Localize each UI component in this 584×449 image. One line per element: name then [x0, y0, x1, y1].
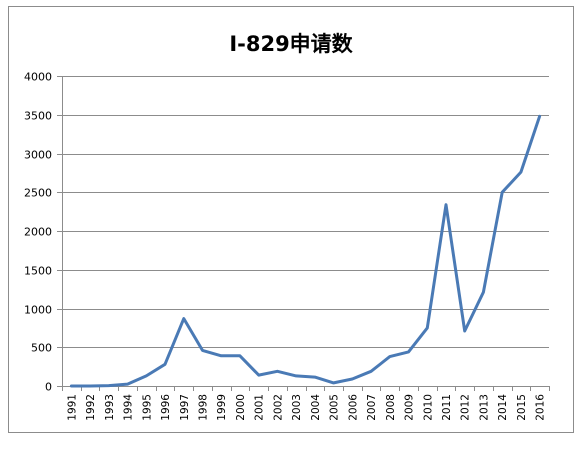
- y-tick-label: 1000: [24, 304, 52, 317]
- y-tick-label: 500: [31, 342, 52, 355]
- x-tick-label: 1994: [123, 394, 135, 421]
- x-tick-label: 1991: [66, 394, 78, 421]
- chart-title: I-829申请数: [229, 32, 353, 56]
- x-axis-ticks: 1991 1992 1993 1994 1995 1996 1997 1998 1999 2000…: [62, 386, 550, 421]
- y-tick-label: 1500: [24, 265, 52, 278]
- y-tick-label: 3500: [24, 110, 52, 123]
- x-tick-label: 2011: [441, 394, 453, 421]
- x-tick-label: 2008: [385, 394, 397, 421]
- x-tick-label: 2005: [329, 394, 341, 421]
- x-tick-label: 1999: [216, 394, 228, 421]
- gridlines: [62, 76, 549, 348]
- y-tick-label: 3000: [24, 149, 52, 162]
- y-tick-label: 0: [45, 381, 52, 394]
- x-tick-label: 2014: [497, 394, 509, 421]
- x-tick-label: 2012: [460, 394, 472, 421]
- x-tick-label: 1995: [141, 394, 153, 421]
- x-tick-label: 2002: [272, 394, 284, 421]
- x-tick-label: 2004: [310, 394, 322, 421]
- y-tick-label: 2000: [24, 226, 52, 239]
- x-tick-label: 1992: [85, 394, 97, 421]
- x-tick-label: 2009: [404, 394, 416, 421]
- x-tick-label: 2016: [535, 394, 547, 421]
- series-line: [69, 114, 542, 388]
- series-layer: [69, 114, 542, 388]
- x-tick-label: 1997: [179, 394, 191, 421]
- x-tick-label: 2006: [347, 394, 359, 421]
- x-tick-label: 2003: [291, 394, 303, 421]
- x-tick-label: 2001: [254, 394, 266, 421]
- x-tick-label: 1993: [104, 394, 116, 421]
- x-tick-label: 1998: [197, 394, 209, 421]
- y-tick-label: 4000: [24, 71, 52, 84]
- y-axis-ticks: 0 500 1000 1500 2000 2500 3000 3500 4000: [24, 71, 62, 394]
- chart-frame: [8, 6, 574, 433]
- y-tick-label: 2500: [24, 187, 52, 200]
- x-tick-label: 2000: [235, 394, 247, 421]
- x-tick-label: 2010: [422, 394, 434, 421]
- x-tick-label: 2007: [366, 394, 378, 421]
- x-tick-label: 2013: [478, 394, 490, 421]
- x-tick-label: 2015: [516, 394, 528, 421]
- x-tick-label: 1996: [160, 394, 172, 421]
- axes: [62, 76, 549, 387]
